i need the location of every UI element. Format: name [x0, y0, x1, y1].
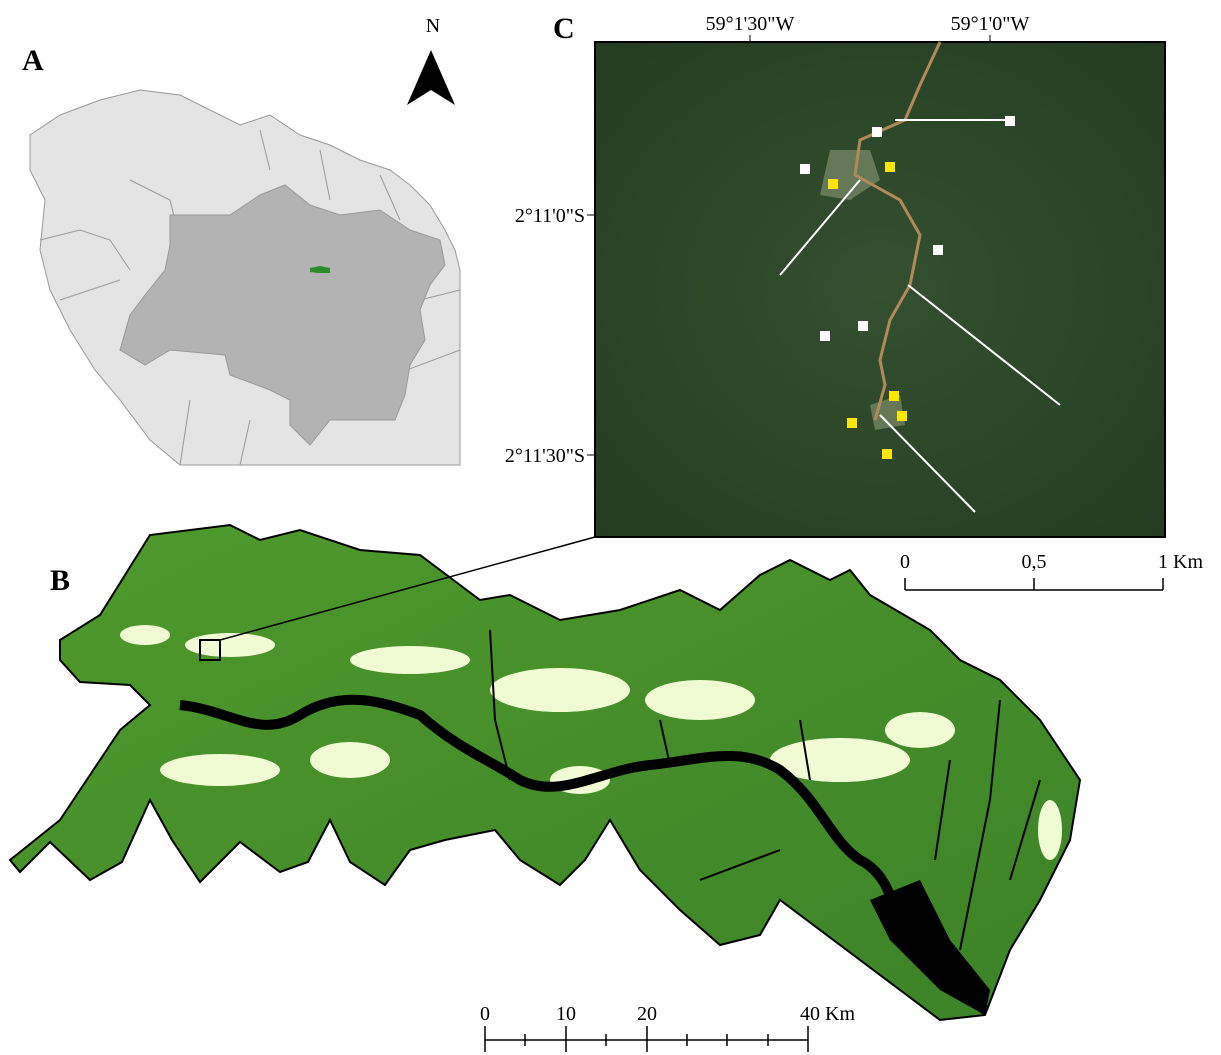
north-arrow	[407, 50, 455, 105]
scale-label: 1 Km	[1158, 551, 1203, 573]
patch	[885, 712, 955, 748]
scale-label: 0,5	[1022, 551, 1047, 573]
longitude-label: 59°1'0"W	[951, 13, 1030, 35]
plot	[858, 321, 868, 331]
plot	[872, 127, 882, 137]
figure: A N C 59°1'30"W	[0, 0, 1221, 1055]
plot	[828, 179, 838, 189]
patch	[160, 754, 280, 786]
latitude-label: 2°11'0"S	[515, 205, 585, 227]
plot	[897, 411, 907, 421]
plot	[820, 331, 830, 341]
panel-label: C	[553, 12, 575, 45]
panel-label: A	[22, 44, 44, 77]
patch	[645, 680, 755, 720]
scale-bar	[485, 1026, 808, 1052]
patch	[350, 646, 470, 674]
patch	[310, 742, 390, 778]
plot	[889, 391, 899, 401]
patch	[1038, 800, 1062, 860]
patch	[490, 668, 630, 712]
scale-label: 0	[900, 551, 910, 573]
plot	[882, 449, 892, 459]
scale-label: 10	[556, 1003, 576, 1025]
scale-label: 0	[480, 1003, 490, 1025]
plot	[800, 164, 810, 174]
plot	[933, 245, 943, 255]
plot	[885, 162, 895, 172]
latitude-label: 2°11'30"S	[505, 445, 585, 467]
plot	[847, 418, 857, 428]
satellite-image	[595, 42, 1165, 537]
patch	[120, 625, 170, 645]
scale-bar	[905, 578, 1163, 590]
scale-label: 20	[637, 1003, 657, 1025]
panel-label: B	[50, 564, 70, 597]
plot	[1005, 116, 1015, 126]
scale-label: 40 Km	[800, 1003, 855, 1025]
panel-a: A N	[22, 15, 460, 465]
north-label: N	[426, 15, 440, 37]
longitude-label: 59°1'30"W	[706, 13, 795, 35]
panel-b: B 0 10 20 40 Km	[10, 525, 1080, 1052]
panel-c: C 59°1'30"W 59°1'0"W 2°11'0"S 2°11'30"S …	[505, 12, 1204, 590]
